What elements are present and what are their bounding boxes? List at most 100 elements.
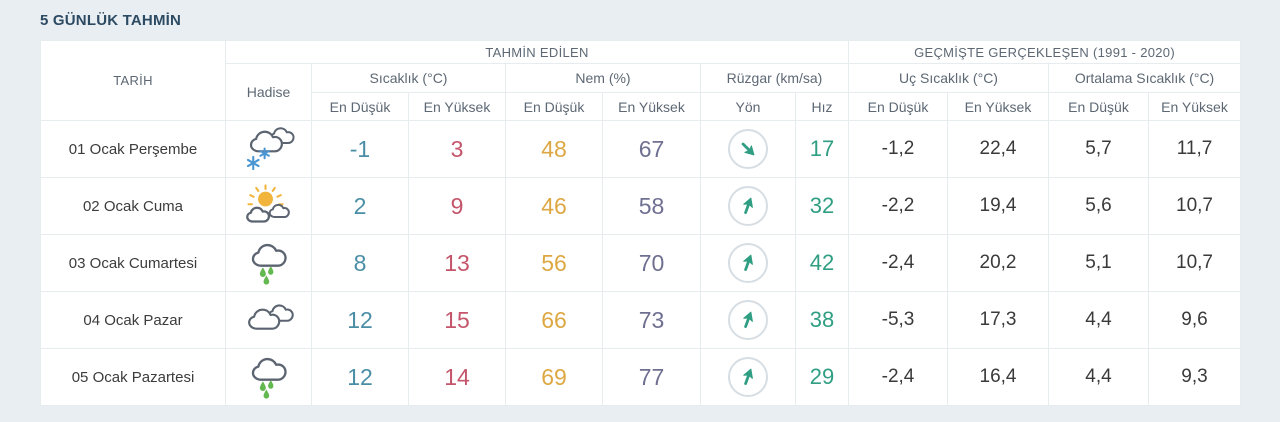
column-header-humidity: Nem (%) (505, 63, 701, 93)
temp-max-cell: 14 (408, 348, 506, 406)
wind-direction-circle (728, 129, 768, 169)
table-body: 01 Ocak Perşembe -1 3 48 67 (40, 120, 1242, 406)
column-header-extreme-temp: Uç Sıcaklık (°C) (848, 63, 1049, 93)
table-row: 05 Ocak Pazartesi 12 14 69 77 (40, 348, 1242, 406)
date-cell: 03 Ocak Cumartesi (40, 234, 226, 292)
page-title: 5 GÜNLÜK TAHMİN (40, 12, 182, 29)
avg-max-cell: 9,3 (1147, 348, 1242, 406)
humidity-min-cell: 69 (505, 348, 603, 406)
column-header-date: TARİH (40, 40, 226, 121)
humidity-max-cell: 58 (602, 177, 701, 235)
wind-speed-cell: 32 (795, 177, 849, 235)
wind-direction-circle (728, 300, 768, 340)
subheader-temp-min: En Düşük (311, 92, 409, 121)
table-row: 04 Ocak Pazar 12 15 66 73 38 (40, 291, 1242, 349)
temp-min-cell: 2 (311, 177, 409, 235)
snow-icon (227, 126, 311, 172)
subheader-avg-min: En Düşük (1048, 92, 1149, 121)
humidity-max-cell: 67 (602, 120, 701, 178)
condition-cell (225, 348, 312, 406)
subheader-extreme-max: En Yüksek (947, 92, 1049, 121)
table-row: 01 Ocak Perşembe -1 3 48 67 (40, 120, 1242, 178)
wind-direction-arrow-icon (743, 254, 753, 271)
condition-cell (225, 120, 312, 178)
avg-max-cell: 9,6 (1147, 291, 1242, 349)
date-cell: 04 Ocak Pazar (40, 291, 226, 349)
extreme-max-cell: 22,4 (947, 120, 1049, 178)
avg-max-cell: 10,7 (1147, 234, 1242, 292)
rain-icon (227, 354, 311, 400)
temp-max-cell: 3 (408, 120, 506, 178)
date-cell: 01 Ocak Perşembe (40, 120, 226, 178)
avg-min-cell: 5,7 (1048, 120, 1149, 178)
extreme-min-cell: -2,4 (848, 348, 948, 406)
extreme-min-cell: -2,4 (848, 234, 948, 292)
condition-cell (225, 177, 312, 235)
section-header-historical: GEÇMİŞTE GERÇEKLEŞEN (1991 - 2020) (847, 40, 1242, 64)
wind-direction-cell (700, 291, 796, 349)
date-cell: 05 Ocak Pazartesi (40, 348, 226, 406)
extreme-min-cell: -5,3 (848, 291, 948, 349)
humidity-min-cell: 48 (505, 120, 603, 178)
wind-direction-cell (700, 348, 796, 406)
temp-max-cell: 13 (408, 234, 506, 292)
clouds-icon (227, 297, 311, 343)
group-header-row: Hadise Sıcaklık (°C) Nem (%) Rüzgar (km/… (41, 63, 1242, 121)
wind-direction-circle (728, 243, 768, 283)
avg-min-cell: 4,4 (1048, 291, 1149, 349)
humidity-max-cell: 73 (602, 291, 701, 349)
column-header-avg-temp: Ortalama Sıcaklık (°C) (1047, 63, 1242, 93)
sub-header-row: En Düşük En Yüksek En Düşük En Yüksek Yö… (41, 92, 1242, 121)
wind-direction-arrow-icon (743, 197, 753, 214)
wind-direction-cell (700, 234, 796, 292)
wind-direction-arrow-icon (743, 368, 753, 385)
temp-max-cell: 15 (408, 291, 506, 349)
wind-direction-arrow-icon (741, 142, 755, 156)
rain-icon (227, 240, 311, 286)
extreme-max-cell: 19,4 (947, 177, 1049, 235)
condition-cell (225, 234, 312, 292)
column-header-condition: Hadise (225, 63, 312, 121)
avg-min-cell: 5,1 (1048, 234, 1149, 292)
wind-direction-circle (728, 357, 768, 397)
subheader-extreme-min: En Düşük (848, 92, 948, 121)
extreme-max-cell: 20,2 (947, 234, 1049, 292)
extreme-max-cell: 16,4 (947, 348, 1049, 406)
subheader-temp-max: En Yüksek (408, 92, 506, 121)
section-header-row: TARİH TAHMİN EDİLEN GEÇMİŞTE GERÇEKLEŞEN… (40, 40, 1242, 121)
extreme-min-cell: -1,2 (848, 120, 948, 178)
subheader-humidity-max: En Yüksek (602, 92, 701, 121)
temp-min-cell: 12 (311, 348, 409, 406)
temp-min-cell: 8 (311, 234, 409, 292)
temp-max-cell: 9 (408, 177, 506, 235)
wind-direction-circle (728, 186, 768, 226)
wind-direction-arrow-icon (743, 311, 753, 328)
avg-max-cell: 11,7 (1147, 120, 1242, 178)
humidity-min-cell: 56 (505, 234, 603, 292)
forecast-table: TARİH TAHMİN EDİLEN GEÇMİŞTE GERÇEKLEŞEN… (40, 40, 1242, 406)
humidity-max-cell: 77 (602, 348, 701, 406)
column-header-temperature: Sıcaklık (°C) (311, 63, 506, 93)
page-container: 5 GÜNLÜK TAHMİN TARİH TAHMİN EDİLEN GEÇM… (40, 12, 1242, 406)
humidity-min-cell: 66 (505, 291, 603, 349)
wind-direction-cell (700, 177, 796, 235)
wind-speed-cell: 29 (795, 348, 849, 406)
table-row: 02 Ocak Cuma 2 9 46 58 (40, 177, 1242, 235)
date-cell: 02 Ocak Cuma (40, 177, 226, 235)
subheader-wind-speed: Hız (795, 92, 849, 121)
extreme-max-cell: 17,3 (947, 291, 1049, 349)
subheader-wind-direction: Yön (700, 92, 796, 121)
subheader-humidity-min: En Düşük (505, 92, 603, 121)
column-header-wind: Rüzgar (km/sa) (700, 63, 849, 93)
table-row: 03 Ocak Cumartesi 8 13 56 70 (40, 234, 1242, 292)
wind-speed-cell: 17 (795, 120, 849, 178)
subheader-avg-max: En Yüksek (1147, 92, 1242, 121)
humidity-min-cell: 46 (505, 177, 603, 235)
temp-min-cell: 12 (311, 291, 409, 349)
wind-speed-cell: 38 (795, 291, 849, 349)
section-header-forecast: TAHMİN EDİLEN (225, 40, 849, 64)
sun-clouds-icon (227, 183, 311, 229)
avg-max-cell: 10,7 (1147, 177, 1242, 235)
temp-min-cell: -1 (311, 120, 409, 178)
humidity-max-cell: 70 (602, 234, 701, 292)
